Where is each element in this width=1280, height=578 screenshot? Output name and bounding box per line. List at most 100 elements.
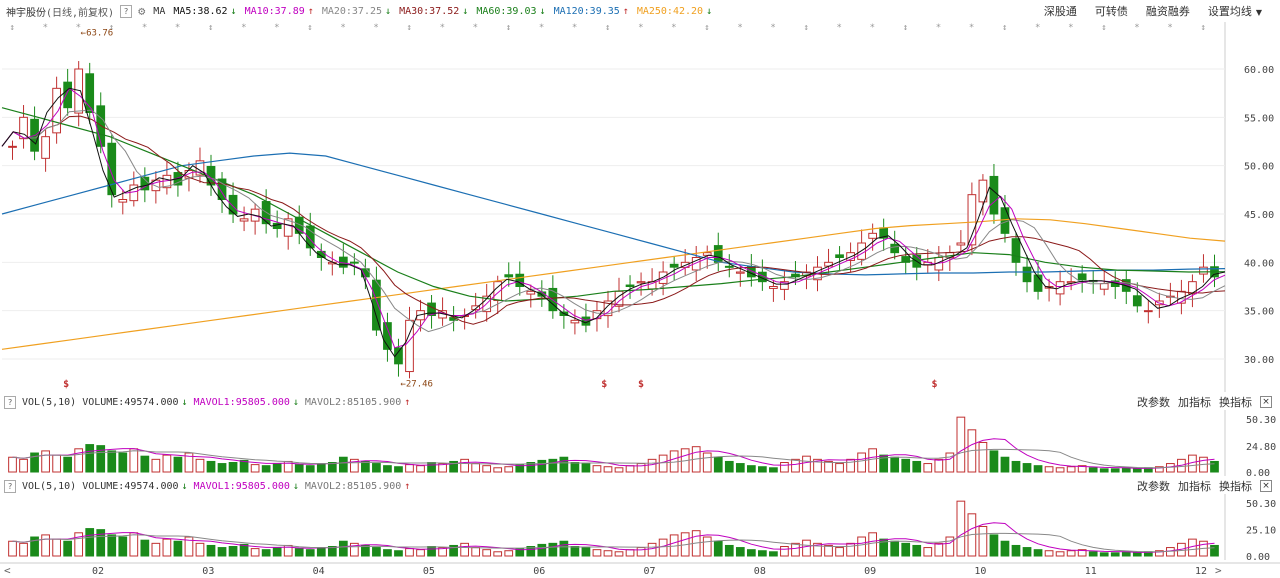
volume-bar xyxy=(52,454,61,473)
vol-tick-label: 25.10 xyxy=(1246,526,1276,537)
dollar-marker: $ xyxy=(601,379,607,390)
volume-bar xyxy=(581,463,591,473)
vol1-change-params[interactable]: 改参数 xyxy=(1137,396,1170,409)
volume-bar xyxy=(625,465,635,473)
candle-body xyxy=(471,305,481,311)
volume-bar xyxy=(813,458,822,473)
event-marker: * xyxy=(440,23,445,33)
volume-bar xyxy=(780,462,789,473)
vol-tick-label: 50.30 xyxy=(1246,415,1276,426)
marker-row: ↕ * * ↕ * * ↕ * * ↕ * * ↕ * * ↕ * * ↕ * * ↕ * * ↕ * * ↕ * * ↕ * * ↕ * * ↕ xyxy=(10,23,1206,33)
volume-bar xyxy=(151,458,161,473)
vol1-help-button[interactable]: ? xyxy=(4,395,16,409)
vol2-close-icon[interactable]: × xyxy=(1260,480,1272,492)
link-sgt[interactable]: 深股通 xyxy=(1043,5,1077,18)
volume-bar xyxy=(835,547,844,557)
ma-legend-item: MA60:39.03 ↓ xyxy=(476,5,546,17)
stock-name[interactable]: 神宇股份 xyxy=(6,7,46,19)
volume-bar xyxy=(493,551,503,557)
volume-bar xyxy=(1033,465,1043,473)
dollar-marker: $ xyxy=(638,379,644,390)
event-marker: * xyxy=(1134,23,1139,33)
candle-body xyxy=(890,243,900,254)
link-rzrq[interactable]: 融资融券 xyxy=(1145,5,1190,18)
event-marker: * xyxy=(770,23,775,33)
dollar-marker: $ xyxy=(931,379,937,390)
volume-chart-1[interactable]: 50.30 24.80 0.00 xyxy=(0,410,1280,476)
volume-bar xyxy=(559,540,569,557)
volume-bar xyxy=(802,539,811,557)
volume-bar xyxy=(250,548,260,557)
link-ma-settings[interactable]: 设置均线 ▼ xyxy=(1208,3,1262,19)
candle-body xyxy=(1132,295,1142,307)
volume-bar xyxy=(1132,552,1142,557)
vol2-switch-indicator[interactable]: 换指标 xyxy=(1219,480,1252,493)
volume-bar xyxy=(945,536,955,557)
vol2-help-button[interactable]: ? xyxy=(4,479,16,493)
event-marker: * xyxy=(76,23,81,33)
volume-bar xyxy=(173,540,183,557)
volume-bar xyxy=(1066,550,1076,557)
event-marker: * xyxy=(473,23,478,33)
volume-bar xyxy=(515,548,525,557)
volume-chart-2[interactable]: 50.30 25.10 0.00 xyxy=(0,494,1280,560)
ma-legend-item: MA120:39.35 ↑ xyxy=(553,5,629,17)
volume-bar xyxy=(746,549,756,557)
volume-bar xyxy=(471,547,481,557)
volume-bar xyxy=(460,458,469,473)
volume-bar xyxy=(1000,540,1010,557)
mavol2-line xyxy=(12,448,1215,469)
volume-bar xyxy=(879,538,889,557)
arrow-down-icon: ↓ xyxy=(230,5,237,17)
vol1-close-icon[interactable]: × xyxy=(1260,396,1272,408)
volume-bar xyxy=(923,547,933,557)
vol2-add-indicator[interactable]: 加指标 xyxy=(1178,480,1211,493)
volume-bar xyxy=(228,462,238,473)
volume-bar xyxy=(239,459,249,473)
volume-bar xyxy=(195,458,205,473)
vol2-title: VOL(5,10) xyxy=(22,480,77,492)
volume-bar xyxy=(989,450,999,473)
help-button[interactable]: ? xyxy=(120,4,133,18)
volume-bar xyxy=(824,460,833,473)
volume-bar xyxy=(1044,466,1054,473)
x-tick-label: 10 xyxy=(974,566,986,577)
volume-bar xyxy=(338,540,348,557)
volume-bar xyxy=(8,456,17,473)
event-marker: * xyxy=(572,23,577,33)
volume-bar xyxy=(41,534,50,557)
gear-icon[interactable]: ⚙ xyxy=(138,4,146,18)
volume-bar xyxy=(493,467,503,473)
volume-bar xyxy=(791,542,800,557)
volume-bar xyxy=(261,465,271,473)
volume-bar xyxy=(548,542,558,557)
volume-bar xyxy=(162,538,172,557)
x-tick-label: 12 xyxy=(1195,566,1207,577)
arrow-down-icon: ↓ xyxy=(539,5,546,17)
link-kzz[interactable]: 可转债 xyxy=(1094,5,1128,18)
candle-body xyxy=(978,179,988,203)
volume-bar xyxy=(1077,465,1087,473)
candlestick-chart[interactable]: 60.00 55.00 50.00 45.00 40.00 35.00 30.00 ↕ * * ↕ *… xyxy=(0,22,1280,392)
volume-bar xyxy=(449,544,458,557)
volume-bar xyxy=(1022,463,1032,473)
volume-bar xyxy=(934,542,944,557)
event-marker: ↕ xyxy=(109,23,114,33)
ma-legend-item: MA20:37.25 ↓ xyxy=(321,5,392,17)
vol2-change-params[interactable]: 改参数 xyxy=(1137,480,1170,493)
x-axis[interactable]: < >02 03 04 05 06 07 08 09 10 11 12 xyxy=(0,562,1280,578)
volume-bar xyxy=(85,444,95,473)
volume-bar xyxy=(537,459,547,473)
x-tick-label: 07 xyxy=(644,566,656,577)
vol1-add-indicator[interactable]: 加指标 xyxy=(1178,396,1211,409)
volume-bar xyxy=(482,549,492,557)
volume-bar xyxy=(758,466,767,473)
vol1-switch-indicator[interactable]: 换指标 xyxy=(1219,396,1252,409)
ma5-line xyxy=(1,87,1226,358)
event-marker: ↕ xyxy=(803,23,808,33)
volume-bar xyxy=(239,543,249,557)
volume-bar xyxy=(294,548,304,557)
candle-body xyxy=(1011,238,1021,263)
candle-body xyxy=(383,322,392,350)
volume-bar xyxy=(74,448,84,473)
